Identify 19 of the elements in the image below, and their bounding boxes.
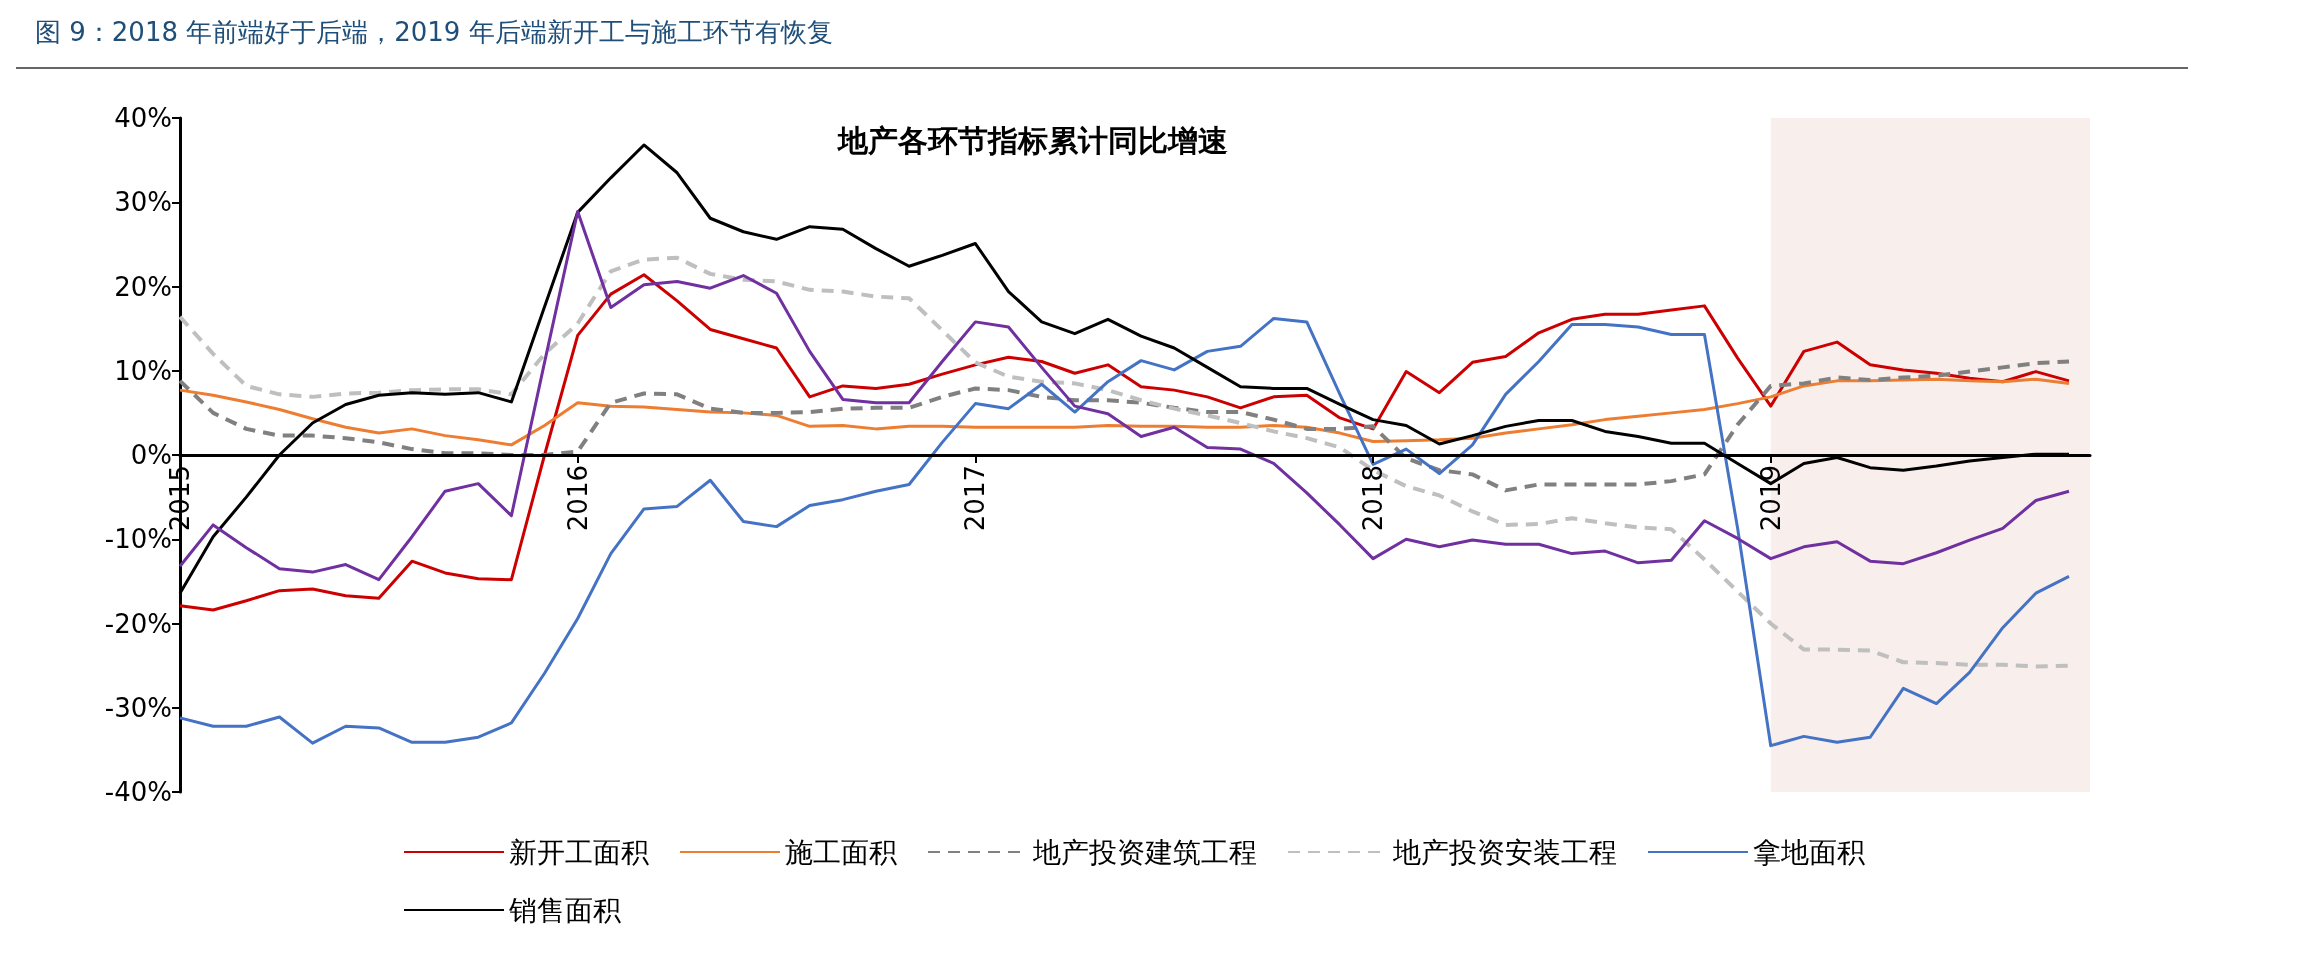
y-tick-label: 10%: [114, 355, 172, 386]
x-tick-label: 2019: [1755, 465, 1786, 532]
legend-label: 地产投资安装工程: [1392, 835, 1617, 869]
y-tick-label: -40%: [104, 777, 172, 807]
chart-subtitle: 地产各环节指标累计同比增速: [836, 122, 1228, 158]
y-tick-label: -20%: [104, 608, 172, 639]
chart-title: 图 9：2018 年前端好于后端，2019 年后端新开工与施工环节有恢复: [35, 17, 833, 47]
y-tick-label: 40%: [114, 103, 172, 133]
legend-label: 新开工面积: [509, 835, 649, 869]
y-tick-label: 20%: [114, 271, 172, 302]
y-tick-label: 30%: [114, 187, 172, 218]
y-tick-label: -30%: [104, 692, 172, 723]
x-tick-label: 2018: [1358, 465, 1389, 532]
x-tick-label: 2017: [960, 465, 991, 532]
legend-label: 地产投资建筑工程: [1032, 835, 1257, 869]
legend-label: 拿地面积: [1753, 835, 1865, 869]
legend-label: 销售面积: [508, 893, 621, 927]
x-tick-label: 2016: [562, 465, 593, 532]
legend-label: 施工面积: [785, 835, 897, 869]
